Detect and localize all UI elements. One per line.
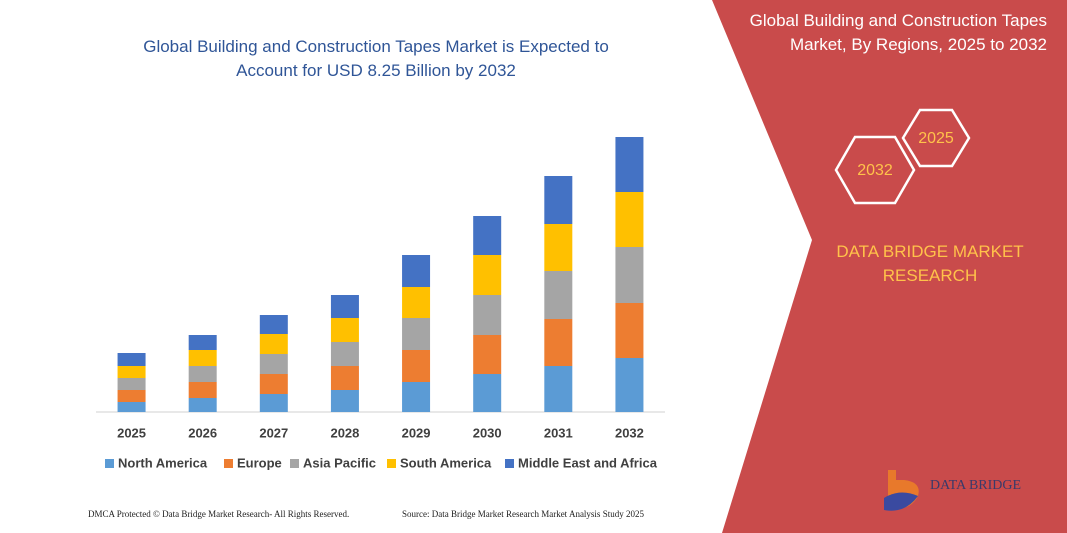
legend-swatch <box>224 459 233 468</box>
bar-segment <box>473 374 502 412</box>
x-tick-label: 2031 <box>544 425 573 440</box>
bar-segment <box>117 353 146 366</box>
hexagon <box>834 135 916 205</box>
bar-segment <box>259 334 288 354</box>
bar-segment <box>615 247 644 303</box>
legend-label: North America <box>118 455 208 470</box>
x-tick-label: 2032 <box>615 425 644 440</box>
bar-segment <box>402 255 431 287</box>
bar-segment <box>473 335 502 374</box>
bar-segment <box>402 382 431 412</box>
hexagon <box>901 108 971 168</box>
bar-segment <box>544 176 573 224</box>
bar-segment <box>117 366 146 378</box>
bar-segment <box>544 366 573 412</box>
bar-segment <box>188 350 217 366</box>
x-tick-label: 2029 <box>402 425 431 440</box>
bar-segment <box>473 216 502 255</box>
bar-segment <box>330 366 359 390</box>
bar-segment <box>473 295 502 335</box>
bar-segment <box>330 295 359 318</box>
bar-segment <box>330 318 359 342</box>
bar-segment <box>188 366 217 382</box>
x-tick-label: 2028 <box>330 425 359 440</box>
footer-left: DMCA Protected © Data Bridge Market Rese… <box>88 509 350 519</box>
brand: DATA BRIDGE MARKET RESEARCH <box>836 242 1024 285</box>
legend-label: South America <box>400 455 492 470</box>
bar-segment <box>402 318 431 350</box>
bar-segment <box>402 350 431 382</box>
bar-segment <box>615 358 644 412</box>
chart-title: Global Building and Construction Tapes M… <box>143 37 609 80</box>
bar-segment <box>117 402 146 412</box>
hexagon-label: 2032 <box>857 162 893 179</box>
hexagon-label: 2025 <box>918 130 954 147</box>
bar-segment <box>544 271 573 319</box>
bar-segment <box>259 394 288 412</box>
bar-segment <box>117 390 146 402</box>
bar-segment <box>615 192 644 247</box>
x-tick-label: 2027 <box>259 425 288 440</box>
footer-right: Source: Data Bridge Market Research Mark… <box>402 509 644 519</box>
red-panel <box>712 0 1067 533</box>
x-tick-label: 2030 <box>473 425 502 440</box>
legend-label: Asia Pacific <box>303 455 376 470</box>
bar-segment <box>188 335 217 350</box>
legend-label: Europe <box>237 455 282 470</box>
panel-title: Global Building and Construction Tapes M… <box>749 11 1047 54</box>
bar-segment <box>188 382 217 398</box>
bar-segment <box>117 378 146 390</box>
bar-segment <box>188 398 217 412</box>
legend-swatch <box>105 459 114 468</box>
bar-segment <box>330 342 359 366</box>
bar-segment <box>402 287 431 318</box>
bar-segment <box>259 374 288 394</box>
logo-mark <box>884 492 918 511</box>
legend-swatch <box>505 459 514 468</box>
x-tick-label: 2025 <box>117 425 146 440</box>
bar-segment <box>473 255 502 295</box>
bar-segment <box>615 137 644 192</box>
bar-segment <box>615 303 644 358</box>
logo-text: DATA BRIDGE <box>930 478 1021 493</box>
bar-segment <box>544 224 573 271</box>
legend-label: Middle East and Africa <box>518 455 658 470</box>
legend-swatch <box>387 459 396 468</box>
bar-segment <box>259 354 288 374</box>
bar-segment <box>259 315 288 334</box>
legend-swatch <box>290 459 299 468</box>
x-tick-label: 2026 <box>188 425 217 440</box>
bar-segment <box>544 319 573 366</box>
bar-segment <box>330 390 359 412</box>
